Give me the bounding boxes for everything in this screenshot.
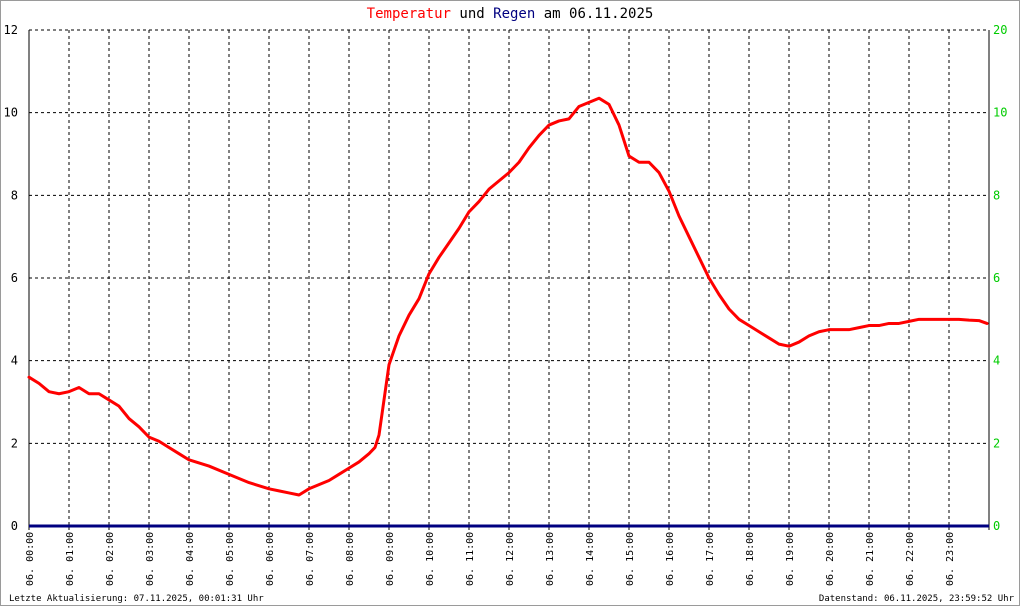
right-tick-label: 2 xyxy=(993,436,1000,450)
footer-last-update: Letzte Aktualisierung: 07.11.2025, 00:01… xyxy=(9,594,264,604)
right-tick-label: 10 xyxy=(993,106,1007,120)
left-tick-label: 6 xyxy=(11,271,18,285)
title-und: und xyxy=(459,6,484,22)
x-tick-label: 06. 02:00 xyxy=(105,532,116,586)
x-tick-label: 06. 05:00 xyxy=(225,532,236,586)
x-tick-label: 06. 09:00 xyxy=(385,532,396,586)
left-tick-label: 12 xyxy=(4,23,18,37)
title-date: am 06.11.2025 xyxy=(544,6,654,22)
x-tick-label: 06. 23:00 xyxy=(945,532,956,586)
left-tick-label: 0 xyxy=(11,519,18,533)
footer-data-status: Datenstand: 06.11.2025, 23:59:52 Uhr xyxy=(819,594,1015,604)
x-tick-label: 06. 13:00 xyxy=(545,532,556,586)
left-axis-ticks: 0 2 4 6 8 10 12 xyxy=(4,23,18,533)
x-tick-label: 06. 20:00 xyxy=(825,532,836,586)
x-tick-label: 06. 21:00 xyxy=(865,532,876,586)
x-tick-label: 06. 22:00 xyxy=(905,532,916,586)
axes xyxy=(28,30,990,530)
title-temperatur: Temperatur xyxy=(367,6,451,22)
x-tick-label: 06. 11:00 xyxy=(465,532,476,586)
right-tick-label: 20 xyxy=(993,23,1007,37)
title-regen: Regen xyxy=(493,6,535,22)
x-tick-label: 06. 01:00 xyxy=(65,532,76,586)
series-temperatur-line xyxy=(27,96,989,497)
right-tick-label: 4 xyxy=(993,354,1000,368)
x-tick-label: 06. 14:00 xyxy=(585,532,596,586)
x-tick-label: 06. 17:00 xyxy=(705,532,716,586)
chart-title: Temperatur und Regen am 06.11.2025 xyxy=(367,6,654,22)
x-tick-label: 06. 12:00 xyxy=(505,532,516,586)
x-tick-label: 06. 10:00 xyxy=(425,532,436,586)
x-tick-label: 06. 00:00 xyxy=(25,532,36,586)
right-tick-label: 8 xyxy=(993,188,1000,202)
x-tick-label: 06. 06:00 xyxy=(265,532,276,586)
x-tick-label: 06. 04:00 xyxy=(185,532,196,586)
left-tick-label: 8 xyxy=(11,188,18,202)
right-tick-label: 6 xyxy=(993,271,1000,285)
x-tick-label: 06. 19:00 xyxy=(785,532,796,586)
right-axis-ticks: 0 2 4 6 8 10 20 xyxy=(993,23,1007,533)
left-tick-label: 10 xyxy=(4,106,18,120)
grid xyxy=(29,29,990,526)
x-tick-label: 06. 15:00 xyxy=(625,532,636,586)
left-tick-label: 4 xyxy=(11,354,18,368)
x-tick-label: 06. 08:00 xyxy=(345,532,356,586)
right-tick-label: 0 xyxy=(993,519,1000,533)
x-tick-label: 06. 07:00 xyxy=(305,532,316,586)
x-axis-ticks: 06. 00:00 06. 01:00 06. 02:00 06. 03:00 06. … xyxy=(25,532,956,586)
series-group xyxy=(27,96,989,528)
x-tick-label: 06. 03:00 xyxy=(145,532,156,586)
x-tick-label: 06. 16:00 xyxy=(665,532,676,586)
x-tick-label: 06. 18:00 xyxy=(745,532,756,586)
left-tick-label: 2 xyxy=(11,436,18,450)
